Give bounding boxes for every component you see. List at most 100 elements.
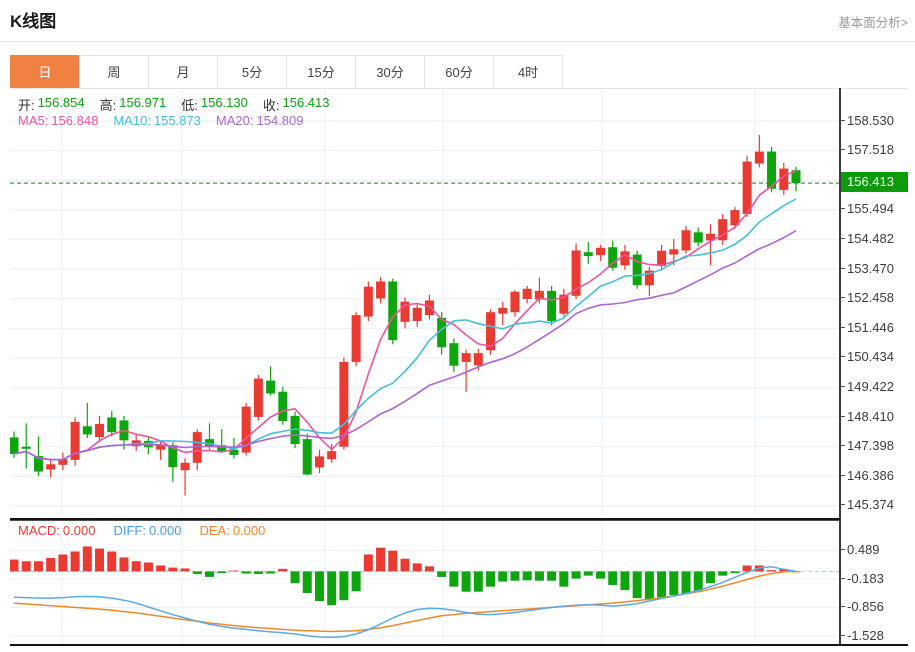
macd-legend: MACD: 0.000 DIFF: 0.000 DEA: 0.000 [18, 523, 265, 538]
main-macd-divider [10, 518, 840, 520]
legend-item: MA5: 156.848 [18, 113, 99, 128]
macd-histogram-bar [742, 565, 752, 572]
tab-5分[interactable]: 5分 [217, 55, 287, 89]
candle-body [266, 380, 276, 394]
candle-body [693, 232, 703, 243]
axis-label: 148.410 [840, 408, 894, 425]
macd-histogram-bar [290, 571, 300, 584]
macd-histogram-bar [400, 558, 410, 572]
macd-histogram-bar [168, 567, 178, 572]
macd-histogram-bar [534, 571, 544, 581]
candle-body [608, 247, 618, 268]
legend-item: MA20: 154.809 [215, 113, 304, 128]
candle-body [534, 290, 544, 300]
page-title: K线图 [10, 12, 57, 31]
macd-histogram-bar [583, 571, 593, 576]
kline-chart-svg[interactable] [10, 89, 848, 646]
candle-body [327, 451, 337, 460]
chart-bottom-border [10, 644, 908, 646]
candle-body [376, 281, 386, 299]
candle-body [46, 464, 56, 470]
macd-histogram-bar [180, 568, 190, 572]
candle-body [449, 343, 459, 366]
diff-line [13, 566, 797, 639]
axis-label: 151.446 [840, 319, 894, 336]
candle-body [156, 444, 166, 450]
axis-label: 154.482 [840, 230, 894, 247]
macd-histogram-bar [58, 554, 68, 572]
macd-histogram-bar [705, 571, 715, 584]
macd-histogram-bar [498, 571, 508, 582]
candle-body [705, 233, 715, 241]
macd-histogram-bar [314, 571, 324, 602]
macd-histogram-bar [779, 568, 789, 572]
candle-body [70, 421, 80, 460]
macd-histogram-bar [388, 550, 398, 572]
macd-histogram-bar [21, 561, 31, 572]
candle-body [559, 294, 569, 314]
macd-histogram-bar [10, 559, 19, 572]
candle-body [681, 230, 691, 251]
candle-body [742, 161, 752, 214]
candle-body [290, 416, 300, 445]
tab-周[interactable]: 周 [79, 55, 149, 89]
macd-histogram-bar [327, 571, 337, 606]
macd-histogram-bar [522, 571, 532, 581]
macd-histogram-bar [449, 571, 459, 587]
macd-histogram-bar [363, 554, 373, 572]
candle-body [791, 170, 801, 184]
macd-histogram-bar [95, 548, 105, 572]
candle-body [486, 312, 496, 351]
candle-body [180, 462, 190, 471]
tab-15分[interactable]: 15分 [286, 55, 356, 89]
macd-histogram-bar [559, 571, 569, 587]
macd-histogram-bar [412, 563, 422, 572]
macd-histogram-bar [547, 571, 557, 581]
axis-label: 153.470 [840, 260, 894, 277]
axis-label: 152.458 [840, 289, 894, 306]
macd-histogram-bar [571, 571, 581, 579]
fundamental-analysis-link[interactable]: 基本面分析> [838, 16, 908, 30]
macd-histogram-bar [657, 571, 667, 599]
axis-label: 145.374 [840, 496, 894, 513]
macd-histogram-bar [376, 547, 386, 572]
macd-histogram-bar [644, 571, 654, 600]
ohlc-legend: 开: 156.854 高: 156.971 低: 156.130 收: 156.413 [18, 95, 330, 114]
macd-histogram-bar [70, 551, 80, 572]
macd-histogram-bar [253, 571, 263, 574]
macd-histogram-bar [730, 571, 740, 574]
macd-histogram-bar [241, 571, 251, 574]
ma5-line [13, 169, 797, 461]
macd-histogram-bar [510, 571, 520, 581]
candle-body [571, 250, 581, 296]
macd-histogram-bar [131, 561, 141, 572]
kline-chart-area[interactable]: 开: 156.854 高: 156.971 低: 156.130 收: 156.413 MA5… [10, 88, 908, 646]
candle-body [754, 151, 764, 164]
candle-body [522, 288, 532, 300]
current-price-badge: 156.413 [841, 172, 908, 193]
candle-body [82, 426, 92, 435]
ma-legend: MA5: 156.848 MA10: 155.873 MA20: 154.809 [18, 113, 304, 128]
candle-body [424, 300, 434, 316]
tab-日[interactable]: 日 [10, 55, 80, 89]
candle-body [461, 353, 471, 362]
legend-item: 低: 156.130 [181, 95, 248, 113]
candle-body [583, 252, 593, 257]
tab-月[interactable]: 月 [148, 55, 218, 89]
axis-label: 0.489 [840, 541, 880, 558]
legend-item: 开: 156.854 [18, 95, 85, 113]
ma20-line [13, 230, 797, 461]
candle-body [400, 301, 410, 322]
macd-histogram-bar [486, 571, 496, 587]
candle-body [620, 251, 630, 266]
tab-60分[interactable]: 60分 [424, 55, 494, 89]
axis-label: 157.518 [840, 141, 894, 158]
candle-body [95, 423, 105, 438]
macd-histogram-bar [693, 571, 703, 592]
tab-30分[interactable]: 30分 [355, 55, 425, 89]
candle-body [229, 449, 239, 455]
candle-body [730, 210, 740, 226]
candle-body [547, 290, 557, 321]
tab-4时[interactable]: 4时 [493, 55, 563, 89]
axis-label: 149.422 [840, 378, 894, 395]
